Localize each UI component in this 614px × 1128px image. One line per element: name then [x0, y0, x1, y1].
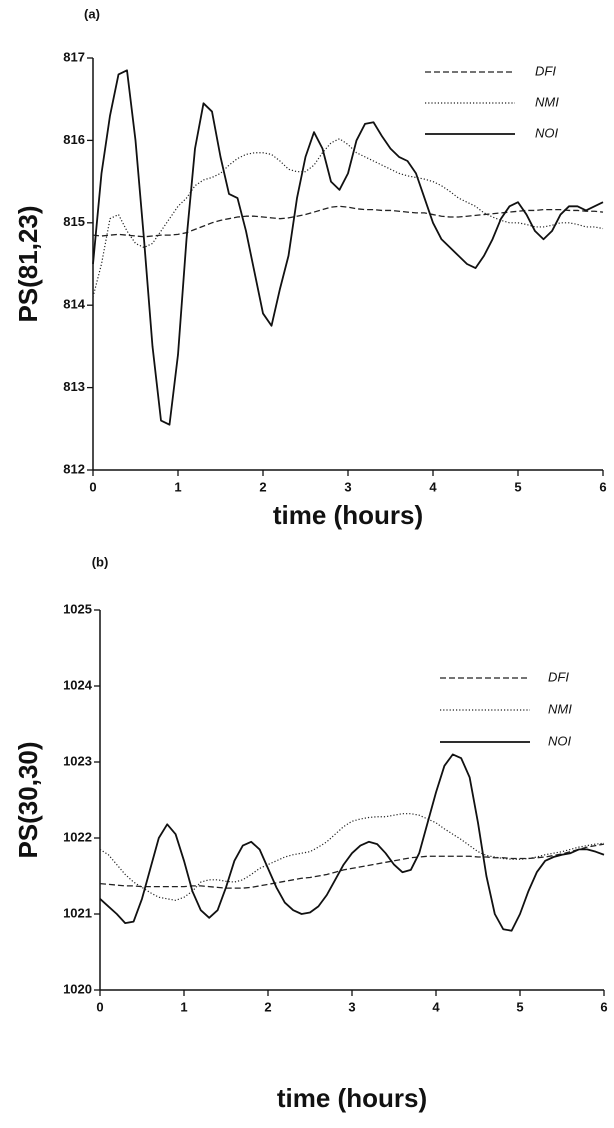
y-tick-label: 813	[63, 379, 85, 394]
y-axis-label: PS(81,23)	[13, 205, 43, 322]
legend-label: NMI	[535, 94, 559, 109]
series-line	[99, 753, 605, 932]
y-tick-label: 1025	[63, 601, 92, 616]
y-tick-label: 814	[63, 297, 85, 312]
x-tick-label: 1	[174, 479, 181, 494]
legend-label: NOI	[548, 733, 572, 748]
series-line	[92, 205, 604, 238]
x-axis-label: time (hours)	[277, 1083, 427, 1113]
x-tick-label: 5	[514, 479, 521, 494]
y-tick-label: 812	[63, 461, 85, 476]
y-tick-label: 1022	[63, 829, 92, 844]
series-line	[99, 813, 605, 901]
x-axis-label: time (hours)	[273, 500, 423, 530]
x-tick-label: 2	[264, 999, 271, 1014]
series-line	[92, 69, 604, 426]
series-line	[99, 843, 605, 889]
x-tick-label: 3	[348, 999, 355, 1014]
x-tick-label: 1	[180, 999, 187, 1014]
y-axis-label: PS(30,30)	[13, 741, 43, 858]
x-tick-label: 4	[432, 999, 440, 1014]
x-tick-label: 0	[89, 479, 96, 494]
x-tick-label: 6	[599, 479, 606, 494]
y-tick-label: 1023	[63, 753, 92, 768]
y-tick-label: 817	[63, 49, 85, 64]
y-tick-label: 816	[63, 132, 85, 147]
x-tick-label: 4	[429, 479, 437, 494]
x-tick-label: 6	[600, 999, 607, 1014]
legend-label: DFI	[535, 63, 556, 78]
series-line	[92, 138, 604, 298]
legend-label: NMI	[548, 701, 572, 716]
legend-label: DFI	[548, 669, 569, 684]
x-tick-label: 3	[344, 479, 351, 494]
panel-label: (a)	[84, 6, 100, 21]
panel-label: (b)	[92, 554, 109, 569]
legend-label: NOI	[535, 125, 559, 140]
y-tick-label: 1020	[63, 981, 92, 996]
x-tick-label: 0	[96, 999, 103, 1014]
x-tick-label: 5	[516, 999, 523, 1014]
x-tick-label: 2	[259, 479, 266, 494]
y-tick-label: 1024	[63, 677, 93, 692]
y-tick-label: 1021	[63, 905, 92, 920]
y-tick-label: 815	[63, 214, 85, 229]
